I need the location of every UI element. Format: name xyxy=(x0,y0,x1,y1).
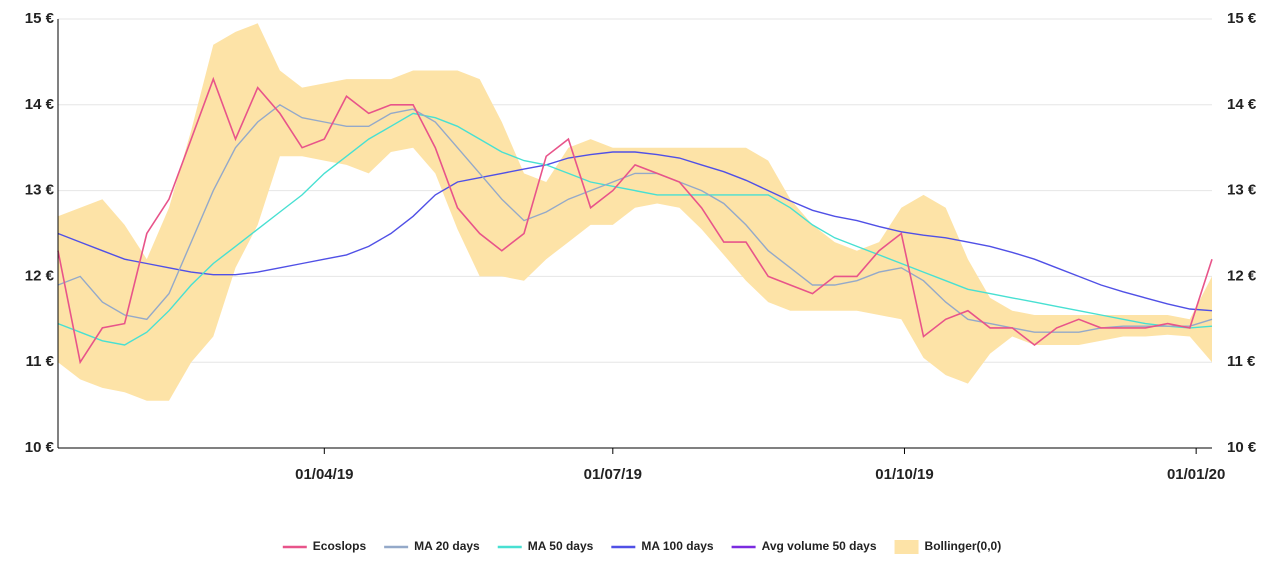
series-line xyxy=(57,112,1213,346)
y-tick-label: 15 € xyxy=(25,10,55,27)
x-tick-label: 01/10/19 xyxy=(875,466,933,483)
series-line xyxy=(57,76,1213,365)
legend-label: Bollinger(0,0) xyxy=(925,539,1002,553)
y-tick-label: 11 € xyxy=(26,353,55,370)
legend-label: Ecoslops xyxy=(313,539,367,553)
y2-tick-label: 14 € xyxy=(1227,96,1257,113)
y2-tick-label: 13 € xyxy=(1227,182,1257,199)
series-line xyxy=(57,103,1213,333)
y-tick-label: 10 € xyxy=(25,439,55,456)
legend-label: Avg volume 50 days xyxy=(762,539,877,553)
y-tick-label: 14 € xyxy=(25,96,55,113)
y2-tick-label: 12 € xyxy=(1227,267,1257,284)
legend-label: MA 20 days xyxy=(414,539,480,553)
series-line xyxy=(57,151,1213,312)
y-tick-label: 12 € xyxy=(25,267,55,284)
x-tick-label: 01/04/19 xyxy=(295,466,353,483)
y-tick-label: 13 € xyxy=(25,182,55,199)
bollinger-band xyxy=(58,23,1212,401)
legend-label: MA 50 days xyxy=(528,539,594,553)
x-tick-label: 01/07/19 xyxy=(584,466,642,483)
x-tick-label: 01/01/20 xyxy=(1167,466,1225,483)
y2-tick-label: 10 € xyxy=(1227,439,1257,456)
legend-swatch xyxy=(894,540,919,554)
y2-tick-label: 11 € xyxy=(1227,353,1256,370)
legend-label: MA 100 days xyxy=(641,539,714,553)
y2-tick-label: 15 € xyxy=(1227,10,1257,27)
